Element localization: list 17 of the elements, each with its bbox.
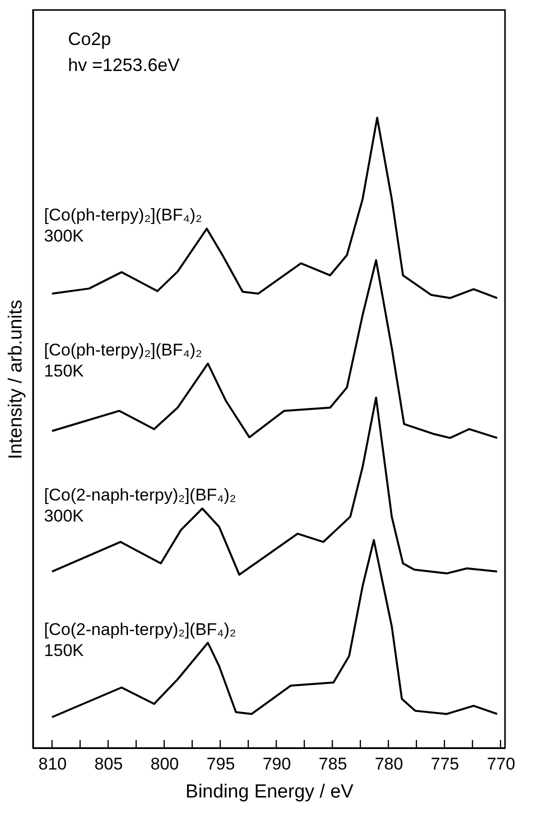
- x-tick-label: 780: [374, 754, 404, 774]
- series-label: [Co(2-naph-terpy)₂](BF₄)₂ 150K: [44, 620, 236, 660]
- x-tick-label: 810: [38, 754, 67, 774]
- series-label: [Co(2-naph-terpy)₂](BF₄)₂ 300K: [44, 486, 236, 526]
- x-tick-label: 805: [94, 754, 123, 774]
- x-tick-label: 790: [262, 754, 291, 774]
- x-axis-title: Binding Energy / eV: [186, 782, 354, 802]
- x-tick-label: 775: [430, 754, 460, 774]
- x-tick-label: 800: [150, 754, 179, 774]
- y-axis-title: Intensity / arb.units: [6, 300, 26, 460]
- x-tick-label: 795: [206, 754, 235, 774]
- series-label: [Co(ph-terpy)₂](BF₄)₂ 150K: [44, 340, 202, 381]
- series-label: [Co(ph-terpy)₂](BF₄)₂ 300K: [44, 206, 202, 246]
- text: Co2p: [68, 29, 112, 49]
- x-tick-label: 770: [486, 754, 516, 774]
- text: hv =1253.6eV: [68, 55, 180, 75]
- x-tick-label: 785: [318, 754, 348, 774]
